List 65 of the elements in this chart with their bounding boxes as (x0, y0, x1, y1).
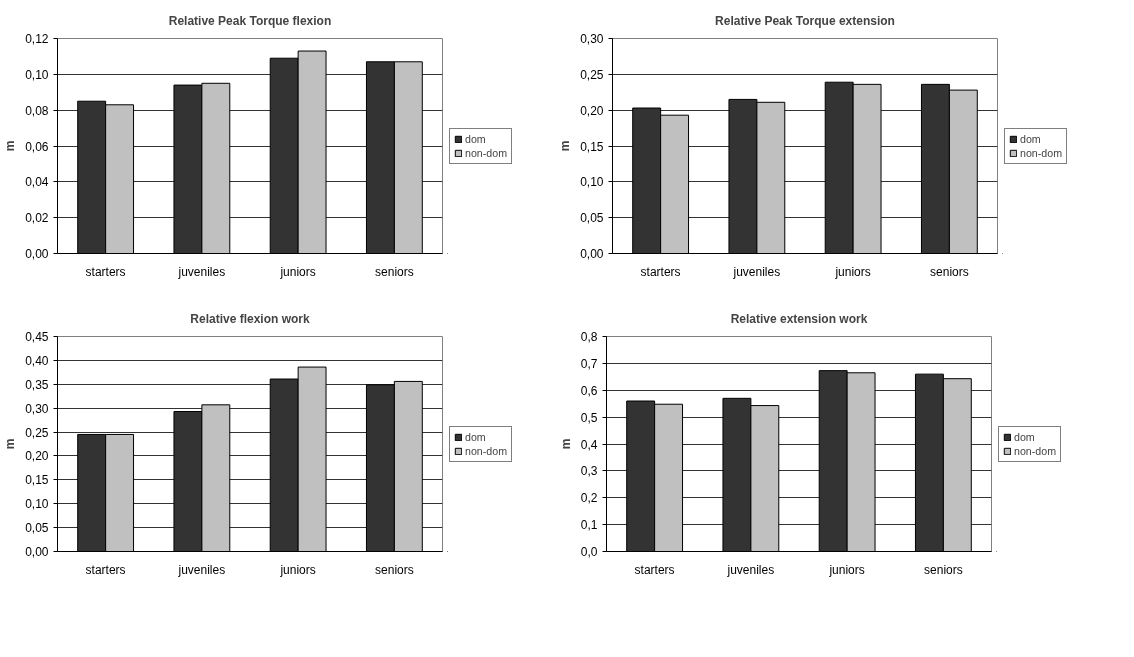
x-tick-label: juveniles (726, 562, 775, 577)
legend-label: dom (465, 132, 486, 145)
y-axis-title: m (3, 438, 18, 450)
y-tick-label: 0,2 (580, 491, 598, 506)
y-tick-label: 0,05 (580, 211, 604, 226)
y-tick-label: 0,7 (580, 356, 598, 371)
x-tick-label: juniors (834, 264, 871, 279)
legend-label: non-dom (1020, 146, 1063, 159)
x-tick-label: starters (85, 562, 126, 577)
y-tick-label: 0,35 (25, 377, 49, 392)
chart-title: Relative Peak Torque extension (715, 13, 895, 28)
x-tick-label: starters (634, 562, 675, 577)
chart-title: Relative extension work (730, 311, 868, 326)
x-tick-label: starters (640, 264, 681, 279)
legend-label: non-dom (465, 146, 508, 159)
x-tick-label: seniors (375, 562, 414, 577)
y-tick-label: 0,5 (580, 410, 598, 425)
y-axis-title: m (558, 438, 573, 450)
y-tick-label: 0,10 (25, 67, 49, 82)
y-tick-label: 0,4 (580, 437, 598, 452)
legend-label: non-dom (465, 444, 508, 457)
legend-label: non-dom (1014, 444, 1057, 457)
y-tick-label: 0,00 (25, 545, 49, 559)
y-tick-label: 0,0 (580, 545, 598, 559)
y-tick-label: 0,10 (580, 175, 604, 190)
y-tick-label: 0,30 (580, 32, 604, 46)
y-tick-label: 0,45 (25, 330, 49, 344)
y-tick-label: 0,30 (25, 401, 49, 416)
legend-label: dom (1014, 430, 1035, 443)
x-tick-label: seniors (924, 562, 963, 577)
x-tick-label: juniors (279, 264, 316, 279)
x-tick-label: starters (85, 264, 126, 279)
y-tick-label: 0,04 (25, 175, 49, 190)
y-tick-label: 0,8 (580, 330, 598, 344)
y-tick-label: 0,00 (25, 247, 49, 261)
y-tick-label: 0,1 (580, 518, 598, 533)
y-tick-label: 0,06 (25, 139, 49, 154)
y-tick-label: 0,08 (25, 103, 49, 118)
y-tick-label: 0,20 (580, 103, 604, 118)
y-tick-label: 0,15 (25, 473, 49, 488)
y-tick-label: 0,15 (580, 139, 604, 154)
y-tick-label: 0,40 (25, 353, 49, 368)
y-tick-label: 0,6 (580, 383, 598, 398)
y-tick-label: 0,12 (25, 32, 49, 46)
y-tick-label: 0,25 (25, 425, 49, 440)
y-tick-label: 0,10 (25, 497, 49, 512)
y-tick-label: 0,20 (25, 449, 49, 464)
y-tick-label: 0,00 (580, 247, 604, 261)
y-tick-label: 0,25 (580, 67, 604, 82)
y-tick-label: 0,02 (25, 211, 49, 226)
x-tick-label: juveniles (177, 562, 226, 577)
x-tick-label: seniors (375, 264, 414, 279)
x-tick-label: juveniles (177, 264, 226, 279)
x-tick-label: juveniles (732, 264, 781, 279)
legend-label: dom (465, 430, 486, 443)
x-tick-label: juniors (279, 562, 316, 577)
y-axis-title: m (3, 140, 18, 152)
x-tick-label: juniors (828, 562, 865, 577)
y-tick-label: 0,3 (580, 464, 598, 479)
y-axis-title: m (558, 140, 573, 152)
chart-title: Relative Peak Torque flexion (168, 13, 332, 28)
legend-label: dom (1020, 132, 1041, 145)
x-tick-label: seniors (930, 264, 969, 279)
chart-title: Relative flexion work (190, 311, 311, 326)
y-tick-label: 0,05 (25, 521, 49, 536)
